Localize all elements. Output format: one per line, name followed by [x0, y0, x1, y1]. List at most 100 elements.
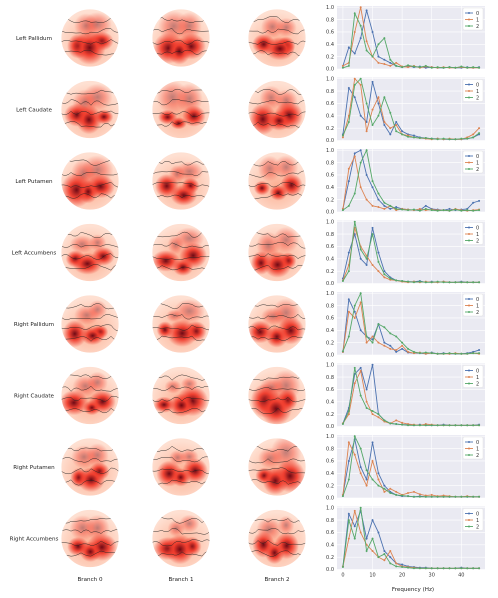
data-point [389, 64, 392, 67]
data-point [448, 495, 451, 498]
data-point [412, 424, 415, 427]
legend-label: 0 [476, 440, 479, 446]
data-point [448, 567, 451, 570]
data-point [424, 281, 427, 284]
data-point [454, 281, 457, 284]
data-point [353, 30, 356, 33]
data-point [383, 270, 386, 273]
data-point [412, 136, 415, 139]
data-point [472, 209, 475, 212]
y-tick-label: 0.8 [326, 160, 334, 166]
data-point [359, 6, 362, 9]
data-point [466, 66, 469, 69]
data-point [359, 114, 362, 117]
data-point [478, 424, 481, 427]
data-point [401, 341, 404, 344]
data-point [353, 310, 356, 313]
data-point [353, 453, 356, 456]
data-point [371, 80, 374, 83]
data-point [424, 424, 427, 427]
data-point [389, 347, 392, 350]
data-point [359, 531, 362, 534]
data-point [365, 149, 368, 152]
data-point [412, 134, 415, 137]
data-point [389, 277, 392, 280]
legend-label: 2 [476, 24, 479, 30]
spectrum-panel: 0.0 0.2 0.4 0.6 0.8 1.0 012 [326, 5, 485, 73]
data-point [365, 257, 368, 260]
data-point [353, 52, 356, 55]
data-point [401, 130, 404, 133]
data-point [472, 281, 475, 284]
data-point [383, 63, 386, 66]
data-point [359, 292, 362, 295]
data-point [395, 64, 398, 67]
topomap [151, 294, 211, 354]
data-point [359, 77, 362, 80]
data-point [383, 273, 386, 276]
y-tick-label: 0.8 [326, 232, 334, 238]
data-point [353, 304, 356, 307]
data-point [472, 495, 475, 498]
data-point [418, 424, 421, 427]
data-point [454, 567, 457, 570]
data-point [478, 199, 481, 202]
data-point [359, 369, 362, 372]
y-tick-label: 0.2 [326, 197, 334, 203]
data-point [377, 192, 380, 195]
legend-label: 1 [476, 17, 479, 23]
y-tick-label: 0.0 [326, 138, 334, 144]
topomap [151, 151, 211, 211]
topomap [247, 437, 307, 497]
data-point [359, 24, 362, 27]
y-tick-label: 1.0 [326, 76, 334, 82]
legend-label: 2 [476, 381, 479, 387]
data-point [454, 66, 457, 69]
data-point [424, 495, 427, 498]
data-point [407, 209, 410, 212]
data-point [347, 270, 350, 273]
data-point [383, 276, 386, 279]
row-label: Left Caudate [16, 108, 52, 114]
data-point [371, 335, 374, 338]
data-point [365, 120, 368, 123]
data-point [377, 251, 380, 254]
data-point [466, 281, 469, 284]
data-point [353, 382, 356, 385]
data-point [389, 332, 392, 335]
spectrum-panel: 0.0 0.2 0.4 0.6 0.8 1.0 012 [326, 219, 485, 287]
data-point [347, 459, 350, 462]
data-point [424, 207, 427, 210]
data-point [407, 347, 410, 350]
data-point [466, 495, 469, 498]
data-point [383, 201, 386, 204]
data-point [347, 512, 350, 515]
data-point [389, 556, 392, 559]
y-tick-label: 0.4 [326, 185, 334, 191]
data-point [448, 138, 451, 141]
legend-label: 2 [476, 453, 479, 459]
topomap [60, 223, 120, 282]
data-point [383, 207, 386, 210]
data-point [478, 209, 481, 212]
column-label-2: Branch 2 [264, 577, 289, 583]
data-point [383, 204, 386, 207]
y-tick-label: 0.4 [326, 399, 334, 405]
data-point [377, 260, 380, 263]
data-point [383, 344, 386, 347]
data-point [377, 43, 380, 46]
data-point [418, 66, 421, 69]
data-point [460, 495, 463, 498]
data-point [359, 149, 362, 152]
spectrum-panel: 0.0 0.2 0.4 0.6 0.8 1.0 012 [326, 291, 485, 359]
data-point [389, 422, 392, 425]
data-point [395, 565, 398, 568]
data-point [395, 423, 398, 426]
data-point [365, 549, 368, 552]
spectrum-panel: 0.0 0.2 0.4 0.6 0.8 1.0 012 [326, 362, 485, 430]
data-point [401, 566, 404, 569]
data-point [430, 281, 433, 284]
data-point [377, 323, 380, 326]
